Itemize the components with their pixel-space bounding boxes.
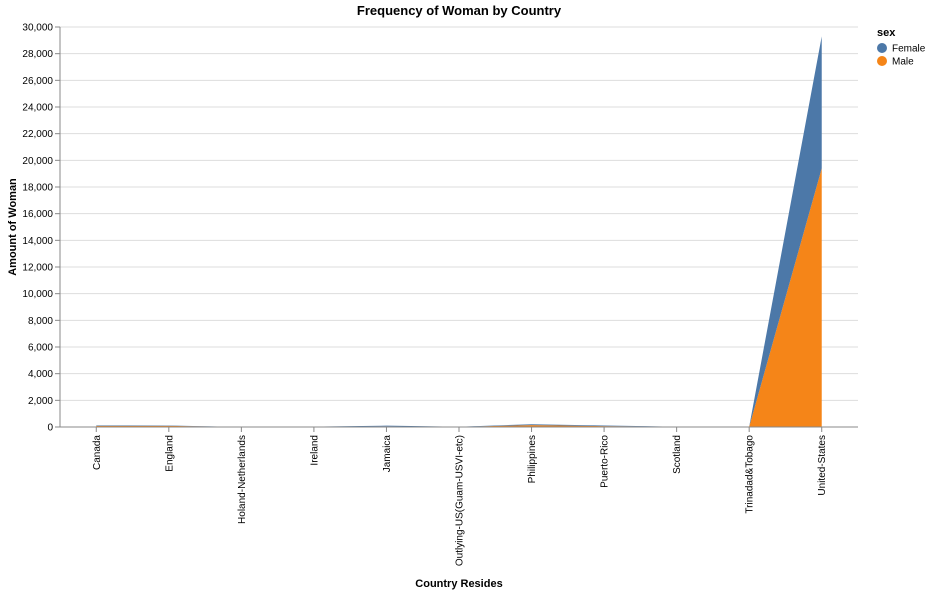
x-tick-label: Scotland bbox=[672, 435, 683, 474]
y-tick-label: 2,000 bbox=[28, 396, 53, 407]
y-tick-label: 22,000 bbox=[22, 129, 53, 140]
x-tick-label: Canada bbox=[92, 435, 103, 470]
chart-title: Frequency of Woman by Country bbox=[357, 3, 562, 18]
y-tick-label: 14,000 bbox=[22, 236, 53, 247]
y-tick-label: 30,000 bbox=[22, 23, 53, 34]
area-male bbox=[96, 168, 822, 427]
y-tick-label: 8,000 bbox=[28, 316, 53, 327]
grid-lines bbox=[60, 26, 858, 428]
legend-symbol-male bbox=[877, 56, 887, 66]
x-tick-label: Puerto-Rico bbox=[600, 435, 611, 488]
y-tick-label: 16,000 bbox=[22, 209, 53, 220]
x-tick-label: Ireland bbox=[309, 435, 320, 466]
legend-symbol-female bbox=[877, 43, 887, 53]
y-axis: 0 2,000 4,000 6,000 8,000 10,000 12,000 14,000 1… bbox=[22, 23, 61, 434]
y-tick-label: 6,000 bbox=[28, 343, 53, 354]
area-series bbox=[96, 36, 822, 427]
y-tick-label: 10,000 bbox=[22, 289, 53, 300]
y-tick-label: 28,000 bbox=[22, 49, 53, 60]
y-tick-label: 18,000 bbox=[22, 183, 53, 194]
legend: sex Female Male bbox=[877, 27, 926, 68]
x-axis-title: Country Resides bbox=[415, 578, 502, 590]
legend-label-female: Female bbox=[892, 44, 926, 55]
x-tick-label: Philippines bbox=[527, 435, 538, 483]
x-tick-label: England bbox=[164, 435, 175, 472]
legend-title: sex bbox=[877, 27, 896, 39]
x-tick-label: Trinadad&Tobago bbox=[745, 435, 756, 514]
area-female bbox=[96, 36, 822, 427]
y-tick-label: 12,000 bbox=[22, 263, 53, 274]
y-tick-label: 4,000 bbox=[28, 369, 53, 380]
y-axis-title: Amount of Woman bbox=[7, 178, 19, 276]
x-tick-label: Jamaica bbox=[382, 435, 393, 473]
y-tick-label: 24,000 bbox=[22, 103, 53, 114]
y-tick-label: 20,000 bbox=[22, 156, 53, 167]
y-tick-label: 26,000 bbox=[22, 76, 53, 87]
x-tick-label: Outlying-US(Guam-USVI-etc) bbox=[455, 435, 466, 566]
y-tick-label: 0 bbox=[47, 423, 53, 434]
x-tick-label: United-States bbox=[817, 435, 828, 496]
legend-label-male: Male bbox=[892, 57, 914, 68]
x-tick-label: Holand-Netherlands bbox=[237, 435, 248, 524]
x-axis: Canada England Holand-Netherlands Ireland Ja… bbox=[60, 426, 858, 566]
